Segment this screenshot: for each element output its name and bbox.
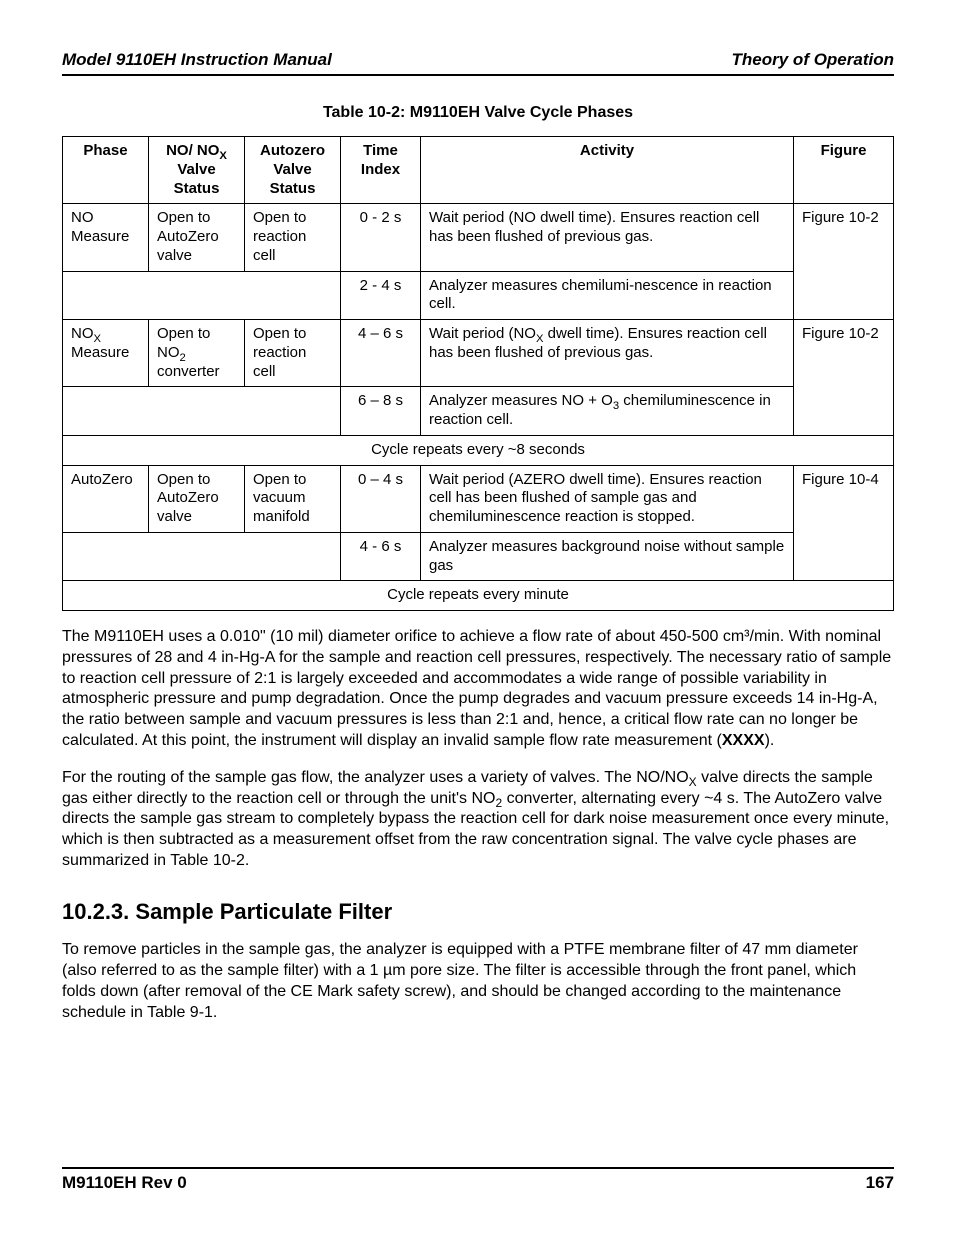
col-activity: Activity [421,137,794,204]
table-caption: Table 10-2: M9110EH Valve Cycle Phases [62,104,894,122]
cell-activity: Wait period (NOX dwell time). Ensures re… [421,320,794,387]
header-left: Model 9110EH Instruction Manual [62,50,332,70]
cell-nonox: Open to AutoZero valve [149,465,245,532]
cell-autozero: Open to reaction cell [245,204,341,271]
cell-time: 6 – 8 s [341,387,421,436]
table-row: 2 - 4 s Analyzer measures chemilumi-nesc… [63,271,894,320]
cell-autozero: Open to reaction cell [245,320,341,387]
paragraph: The M9110EH uses a 0.010" (10 mil) diame… [62,627,894,752]
valve-cycle-table: Phase NO/ NOX Valve Status Autozero Valv… [62,136,894,611]
cell-activity: Analyzer measures background noise witho… [421,532,794,581]
cell-nonox: Open to AutoZero valve [149,204,245,271]
table-row-span: Cycle repeats every ~8 seconds [63,435,894,465]
cell-phase: NO Measure [63,204,149,271]
col-nonox: NO/ NOX Valve Status [149,137,245,204]
cell-autozero: Open to vacuum manifold [245,465,341,532]
table-row: AutoZero Open to AutoZero valve Open to … [63,465,894,532]
col-phase: Phase [63,137,149,204]
col-autozero: Autozero Valve Status [245,137,341,204]
table-header-row: Phase NO/ NOX Valve Status Autozero Valv… [63,137,894,204]
cell-time: 2 - 4 s [341,271,421,320]
page-header: Model 9110EH Instruction Manual Theory o… [62,50,894,76]
cell-nonox: Open to NO2 converter [149,320,245,387]
page: Model 9110EH Instruction Manual Theory o… [0,0,954,1235]
cell-activity: Wait period (NO dwell time). Ensures rea… [421,204,794,271]
cell-figure: Figure 10-2 [794,320,894,436]
cell-time: 4 - 6 s [341,532,421,581]
col-figure: Figure [794,137,894,204]
table-row: NOX Measure Open to NO2 converter Open t… [63,320,894,387]
body-text: The M9110EH uses a 0.010" (10 mil) diame… [62,627,894,1024]
cell-time: 0 - 2 s [341,204,421,271]
cell-activity: Analyzer measures chemilumi-nescence in … [421,271,794,320]
cell-activity: Analyzer measures NO + O3 chemiluminesce… [421,387,794,436]
cell-time: 4 – 6 s [341,320,421,387]
cell-cycle-note: Cycle repeats every ~8 seconds [63,435,894,465]
cell-empty [63,532,341,581]
footer-left: M9110EH Rev 0 [62,1173,187,1193]
cell-empty [63,271,341,320]
col-time: Time Index [341,137,421,204]
paragraph: For the routing of the sample gas flow, … [62,768,894,872]
cell-phase: NOX Measure [63,320,149,387]
page-footer: M9110EH Rev 0 167 [62,1167,894,1193]
table-row-span: Cycle repeats every minute [63,581,894,611]
header-right: Theory of Operation [732,50,894,70]
cell-empty [63,387,341,436]
section-heading: 10.2.3. Sample Particulate Filter [62,898,894,927]
table-row: 4 - 6 s Analyzer measures background noi… [63,532,894,581]
cell-activity: Wait period (AZERO dwell time). Ensures … [421,465,794,532]
paragraph: To remove particles in the sample gas, t… [62,940,894,1023]
table-row: 6 – 8 s Analyzer measures NO + O3 chemil… [63,387,894,436]
table-row: NO Measure Open to AutoZero valve Open t… [63,204,894,271]
footer-right: 167 [866,1173,894,1193]
cell-figure: Figure 10-2 [794,204,894,320]
cell-figure: Figure 10-4 [794,465,894,581]
cell-phase: AutoZero [63,465,149,532]
cell-cycle-note: Cycle repeats every minute [63,581,894,611]
cell-time: 0 – 4 s [341,465,421,532]
